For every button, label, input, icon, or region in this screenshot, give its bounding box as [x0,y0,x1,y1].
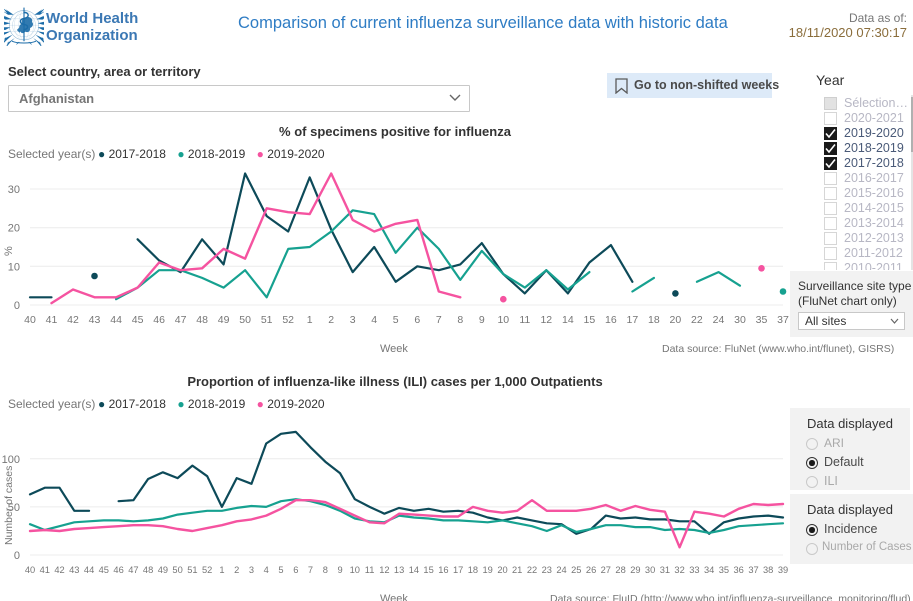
svg-text:3: 3 [249,565,254,575]
svg-text:51: 51 [187,565,197,575]
svg-text:48: 48 [143,565,153,575]
svg-text:50: 50 [172,565,182,575]
svg-text:15: 15 [584,314,596,326]
svg-text:0: 0 [14,300,20,312]
svg-text:3: 3 [350,314,356,326]
svg-text:45: 45 [132,314,144,326]
svg-text:4: 4 [264,565,269,575]
svg-text:18: 18 [468,565,478,575]
svg-text:41: 41 [40,565,50,575]
svg-text:5: 5 [278,565,283,575]
svg-text:17: 17 [453,565,463,575]
svg-text:32: 32 [674,565,684,575]
svg-text:50: 50 [239,314,251,326]
svg-text:27: 27 [601,565,611,575]
svg-text:46: 46 [113,565,123,575]
svg-text:35: 35 [756,314,768,326]
svg-text:47: 47 [128,565,138,575]
svg-text:42: 42 [54,565,64,575]
svg-text:19: 19 [483,565,493,575]
svg-text:11: 11 [519,314,530,326]
svg-text:8: 8 [457,314,463,326]
svg-text:26: 26 [586,565,596,575]
svg-text:24: 24 [556,565,566,575]
svg-text:12: 12 [540,314,552,326]
svg-text:13: 13 [394,565,404,575]
svg-text:22: 22 [527,565,537,575]
svg-text:37: 37 [777,314,789,326]
svg-text:9: 9 [338,565,343,575]
svg-text:2: 2 [234,565,239,575]
svg-text:40: 40 [25,565,35,575]
svg-text:5: 5 [393,314,399,326]
svg-text:7: 7 [436,314,442,326]
svg-text:2: 2 [328,314,334,326]
svg-text:14: 14 [409,565,419,575]
svg-text:30: 30 [734,314,746,326]
svg-text:18: 18 [648,314,660,326]
svg-text:10: 10 [497,314,509,326]
svg-text:31: 31 [660,565,670,575]
svg-text:43: 43 [69,565,79,575]
svg-text:20: 20 [497,565,507,575]
svg-text:50: 50 [8,502,20,514]
svg-text:44: 44 [110,314,122,326]
svg-text:49: 49 [158,565,168,575]
svg-text:51: 51 [261,314,273,326]
svg-text:22: 22 [691,314,703,326]
svg-text:15: 15 [423,565,433,575]
svg-text:0: 0 [14,550,20,562]
svg-text:25: 25 [571,565,581,575]
svg-text:41: 41 [46,314,58,326]
svg-text:48: 48 [196,314,208,326]
svg-text:52: 52 [202,565,212,575]
svg-text:42: 42 [67,314,79,326]
svg-text:24: 24 [713,314,725,326]
svg-text:52: 52 [282,314,294,326]
svg-text:47: 47 [175,314,187,326]
svg-text:16: 16 [438,565,448,575]
svg-text:10: 10 [350,565,360,575]
svg-text:28: 28 [615,565,625,575]
svg-text:10: 10 [8,261,20,273]
svg-text:46: 46 [153,314,165,326]
svg-text:17: 17 [627,314,639,326]
svg-text:33: 33 [689,565,699,575]
svg-text:38: 38 [763,565,773,575]
svg-text:8: 8 [323,565,328,575]
svg-text:37: 37 [748,565,758,575]
svg-text:36: 36 [734,565,744,575]
svg-text:4: 4 [371,314,377,326]
svg-text:1: 1 [219,565,224,575]
svg-text:11: 11 [365,565,375,575]
svg-text:40: 40 [24,314,36,326]
svg-text:44: 44 [84,565,94,575]
svg-text:6: 6 [293,565,298,575]
svg-text:100: 100 [2,454,20,466]
svg-text:30: 30 [645,565,655,575]
svg-text:12: 12 [379,565,389,575]
svg-text:9: 9 [479,314,485,326]
svg-text:29: 29 [630,565,640,575]
svg-text:1: 1 [307,314,313,326]
svg-text:16: 16 [605,314,617,326]
svg-text:49: 49 [218,314,230,326]
svg-text:23: 23 [542,565,552,575]
svg-text:34: 34 [704,565,714,575]
svg-text:20: 20 [670,314,682,326]
svg-text:6: 6 [414,314,420,326]
svg-text:7: 7 [308,565,313,575]
svg-text:35: 35 [719,565,729,575]
svg-text:30: 30 [8,184,20,196]
svg-text:14: 14 [562,314,574,326]
svg-text:45: 45 [99,565,109,575]
svg-text:21: 21 [512,565,522,575]
svg-text:39: 39 [778,565,788,575]
svg-text:20: 20 [8,223,20,235]
svg-text:43: 43 [89,314,101,326]
